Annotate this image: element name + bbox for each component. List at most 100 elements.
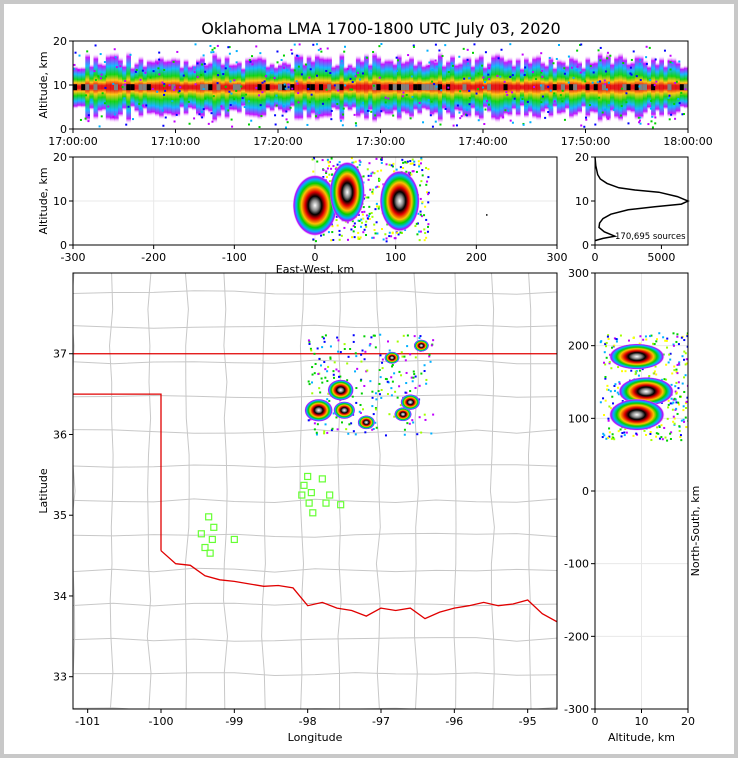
eastwest-speckle <box>388 235 391 238</box>
plan-view-speckle <box>323 430 326 433</box>
plan-view-speckle <box>391 380 394 383</box>
time-altitude-speckle <box>121 86 124 89</box>
time-altitude-column <box>659 55 664 119</box>
eastwest-speckle <box>373 229 376 232</box>
plan-view-plot <box>73 273 557 709</box>
plan-view-speckle <box>384 434 387 437</box>
plan-view-speckle <box>321 381 324 384</box>
time-altitude-core <box>335 84 340 91</box>
eastwest-speckle <box>372 188 375 191</box>
time-altitude-speckle <box>275 94 278 97</box>
time-altitude-speckle <box>648 46 651 49</box>
time-altitude-speckle <box>233 98 236 101</box>
plan-view-speckle <box>313 352 316 355</box>
eastwest-speckle <box>328 161 331 164</box>
plan-view-speckle <box>323 340 326 343</box>
northsouth-speckle <box>617 366 620 369</box>
time-altitude-column <box>323 55 328 120</box>
time-altitude-speckle <box>458 55 461 58</box>
time-altitude-speckle <box>273 76 276 79</box>
time-altitude-column <box>380 59 386 115</box>
plan-view-speckle <box>310 349 313 352</box>
time-altitude-speckle <box>629 72 632 75</box>
time-altitude-speckle <box>620 104 623 107</box>
lma-station <box>326 491 334 499</box>
northsouth-speckle <box>684 416 687 419</box>
northsouth-speckle <box>603 434 606 437</box>
eastwest-speckle <box>418 239 421 242</box>
storm-cell <box>327 379 354 401</box>
time-altitude-speckle <box>433 83 436 86</box>
eastwest-speckle <box>395 168 398 171</box>
altitude-histogram-panel: 0 5000 0 10 20 170,695 sources <box>575 151 690 264</box>
northsouth-speckle <box>648 374 651 377</box>
northsouth-speckle <box>637 374 640 377</box>
eastwest-speckle <box>427 201 430 204</box>
time-altitude-speckle <box>484 51 487 54</box>
eastwest-speckle <box>378 178 381 181</box>
time-altitude-speckle <box>435 65 438 68</box>
plan-view-speckle <box>311 366 314 369</box>
plan-view-speckle <box>333 361 336 364</box>
northsouth-speckle <box>683 420 686 423</box>
northsouth-speckle <box>618 381 621 384</box>
time-altitude-ylabel: Altitude, km <box>37 51 50 118</box>
eastwest-speckle <box>316 160 319 163</box>
eastwest-speckle <box>419 184 422 187</box>
time-altitude-speckle <box>216 44 219 47</box>
eastwest-speckle <box>416 233 419 236</box>
plan-view-speckle <box>405 382 408 385</box>
time-altitude-speckle <box>204 70 207 73</box>
time-altitude-column <box>536 53 541 122</box>
eastwest-speckle <box>427 193 430 196</box>
time-altitude-speckle <box>651 126 654 129</box>
time-altitude-speckle <box>385 105 388 108</box>
time-altitude-speckle <box>447 86 450 89</box>
time-altitude-speckle <box>281 114 284 117</box>
northsouth-speckle <box>675 407 678 410</box>
plan-view-speckle <box>324 423 327 426</box>
northsouth-speckle <box>634 370 637 373</box>
eastwest-speckle <box>311 158 314 161</box>
time-altitude-speckle <box>86 50 89 53</box>
time-altitude-speckle <box>134 70 137 73</box>
northsouth-speckle <box>605 356 608 359</box>
northsouth-speckle <box>678 425 681 428</box>
time-altitude-speckle <box>507 109 510 112</box>
eastwest-speckle <box>385 240 388 243</box>
time-altitude-speckle <box>684 88 687 91</box>
northsouth-speckle <box>611 433 614 436</box>
time-altitude-column <box>577 59 582 115</box>
northsouth-speckle <box>678 361 681 364</box>
lma-station <box>304 472 312 481</box>
northsouth-speckle <box>671 372 674 375</box>
eastwest-speckle <box>405 170 408 173</box>
time-altitude-speckle <box>427 98 430 101</box>
eastwest-speckle <box>380 161 383 164</box>
northsouth-speckle <box>676 363 679 366</box>
time-altitude-speckle <box>341 124 344 127</box>
plan-view-speckle <box>318 387 321 390</box>
time-altitude-column <box>212 50 218 124</box>
northsouth-speckle <box>615 338 618 341</box>
eastwest-speckle <box>426 191 429 194</box>
time-altitude-speckle <box>340 60 343 63</box>
eastwest-speckle <box>427 225 430 228</box>
eastwest-speckle <box>361 211 364 214</box>
time-altitude-speckle <box>330 109 333 112</box>
northsouth-speckle <box>616 391 619 394</box>
time-altitude-speckle <box>100 73 103 76</box>
northsouth-speckle <box>635 370 638 373</box>
time-altitude-speckle <box>563 67 566 70</box>
plan-view-speckle <box>430 432 433 435</box>
plan-view-speckle <box>317 372 320 375</box>
northsouth-speckle <box>684 374 687 377</box>
time-altitude-core <box>573 84 578 91</box>
time-altitude-speckle <box>585 118 588 121</box>
time-altitude-speckle <box>203 62 206 65</box>
time-altitude-column <box>150 58 156 116</box>
time-altitude-speckle <box>663 49 666 52</box>
time-altitude-speckle <box>235 50 238 53</box>
time-altitude-column <box>548 55 554 120</box>
time_altitude-xtick-label: 17:10:00 <box>151 135 200 148</box>
